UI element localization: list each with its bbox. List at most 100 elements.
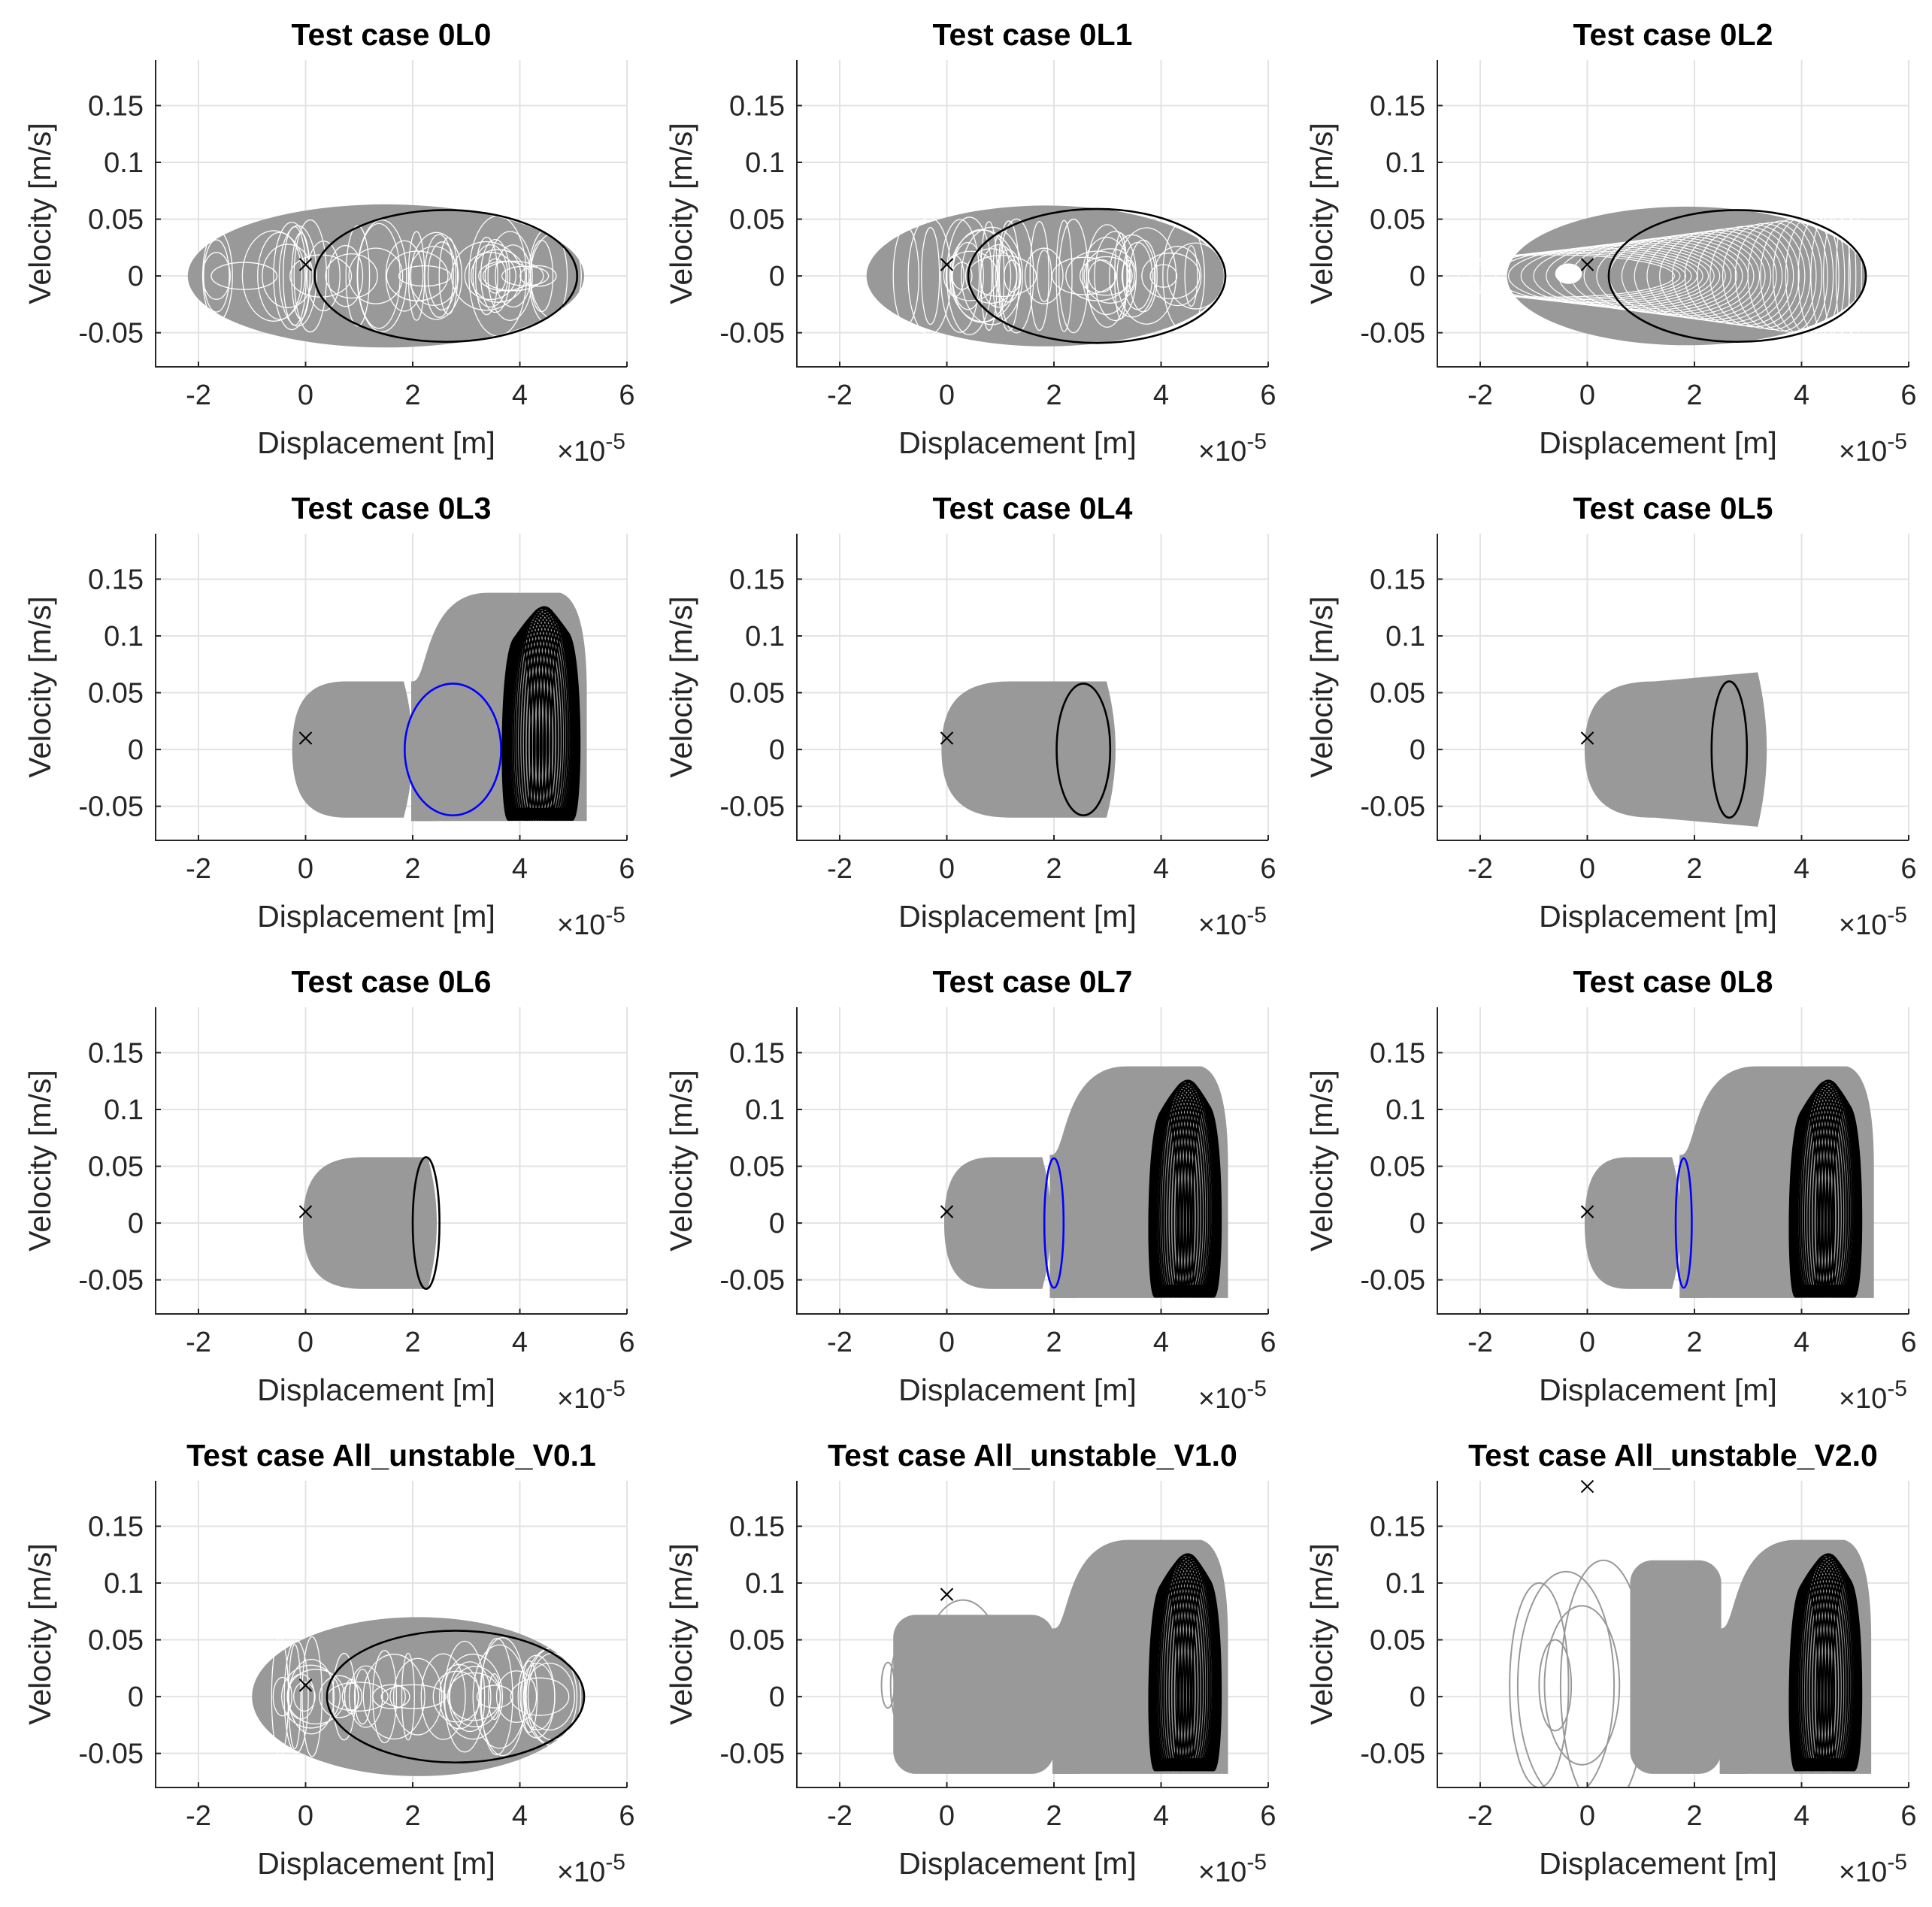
y-tick-label: 0 [769, 734, 785, 766]
y-tick-label: 0.15 [1370, 90, 1425, 122]
trajectory-gap [202, 230, 233, 322]
data-layer [252, 1617, 586, 1776]
exponent-base: ×10 [557, 436, 605, 468]
y-tick-label: 0.1 [745, 1568, 785, 1600]
y-tick-label: 0.1 [1385, 1568, 1425, 1600]
trajectory-gap [278, 225, 317, 327]
x-tick-label: 2 [1686, 1327, 1702, 1358]
initial-condition-marker [1580, 1479, 1594, 1494]
transient-loop [1543, 1605, 1621, 1766]
y-tick-label: -0.05 [78, 1265, 144, 1297]
exponent-base: ×10 [1198, 1383, 1246, 1415]
exponent-power: -5 [1246, 903, 1267, 928]
trajectory-gap [1116, 227, 1177, 325]
trajectory-gap [1835, 210, 1857, 341]
x-axis-exponent: ×10-5 [1198, 1850, 1267, 1888]
y-tick-label: 0.1 [104, 1094, 144, 1126]
trajectory-gap [1004, 259, 1022, 292]
trajectory-gap [1533, 243, 1721, 309]
black-orbit [1607, 209, 1867, 344]
trajectory-gap [438, 237, 459, 315]
subplot-0: -2 0 2 4 6 -0.05 0 0.05 0.1 0.15 Test case 0L0 Disp… [23, 17, 635, 468]
y-tick-label: 0.05 [88, 204, 144, 236]
data-layer [187, 204, 584, 348]
y-tick-label: 0 [128, 1208, 144, 1240]
trajectory-gap [451, 241, 522, 311]
x-tick-label: 2 [404, 853, 420, 885]
subplot-7: -2 0 2 4 6 -0.05 0 0.05 0.1 0.15 Test case 0L7 Disp… [664, 964, 1276, 1415]
y-tick-label: 0.15 [88, 564, 144, 595]
x-axis-exponent: ×10-5 [1198, 1376, 1267, 1415]
y-tick-label: 0 [128, 261, 144, 292]
x-tick-label: 6 [1260, 853, 1276, 885]
trajectory-gap [398, 265, 452, 287]
y-tick-label: 0.05 [88, 1625, 144, 1657]
trajectory-band-join [1679, 1155, 1706, 1298]
x-tick-label: 2 [1046, 1327, 1061, 1358]
trajectory-band [1507, 206, 1866, 346]
trajectory-gap [1184, 245, 1198, 307]
trajectory-gap [998, 220, 1020, 331]
x-axis-exponent: ×10-5 [557, 903, 625, 941]
y-tick-label: -0.05 [78, 1739, 144, 1770]
x-tick-label: 6 [619, 853, 634, 885]
trajectory-gap [1058, 218, 1089, 334]
exponent-base: ×10 [1839, 1383, 1887, 1415]
transient-loop [880, 1661, 895, 1709]
trajectory-gap [281, 1664, 341, 1729]
trajectory-gap [257, 232, 303, 320]
x-tick-label: 2 [1046, 853, 1061, 885]
x-tick-label: 4 [1794, 853, 1809, 885]
subplot-10: -2 0 2 4 6 -0.05 0 0.05 0.1 0.15 Test case All_uns… [664, 1438, 1276, 1888]
x-tick-label: 4 [1794, 1800, 1809, 1832]
exponent-base: ×10 [1839, 436, 1887, 468]
y-tick-label: 0.1 [745, 1094, 785, 1126]
x-tick-label: 0 [1579, 380, 1595, 411]
x-tick-label: 0 [1579, 1327, 1595, 1358]
y-tick-label: 0.05 [729, 678, 785, 710]
initial-condition-marker [1580, 1205, 1594, 1218]
trajectory-gap [444, 1640, 486, 1753]
data-layer [941, 681, 1116, 818]
trajectory-gap [1634, 232, 1766, 319]
x-tick-label: 4 [1153, 1327, 1169, 1358]
exponent-power: -5 [1887, 429, 1907, 454]
exponent-power: -5 [605, 1376, 625, 1401]
black-orbit [411, 1156, 441, 1291]
transient-loop [1516, 1570, 1616, 1787]
y-tick-label: 0.15 [1370, 564, 1425, 595]
subplot-title: Test case 0L2 [1573, 17, 1773, 52]
chaotic-attractor [1148, 1079, 1222, 1298]
trajectory-gap [484, 258, 507, 294]
data-layer [1437, 206, 1867, 346]
y-tick-label: -0.05 [1360, 792, 1425, 823]
trajectory-gap [495, 1670, 538, 1724]
trajectory-gap [262, 244, 313, 308]
trajectory-gap [945, 255, 964, 298]
y-axis-label: Velocity [m/s] [664, 1543, 698, 1725]
x-tick-label: 0 [298, 1800, 313, 1832]
y-tick-label: 0.15 [729, 1037, 785, 1069]
x-tick-label: 2 [404, 1800, 420, 1832]
subplot-2: -2 0 2 4 6 -0.05 0 0.05 0.1 0.15 Test case 0L2 Disp… [1304, 17, 1917, 468]
y-tick-label: 0.05 [1370, 678, 1425, 710]
y-tick-label: 0.15 [88, 1037, 144, 1069]
trajectory-gap [892, 226, 919, 325]
blue-orbit [1043, 1157, 1065, 1289]
trajectory-gap [448, 1661, 492, 1733]
trajectory-gap [389, 1685, 406, 1709]
x-tick-label: 4 [512, 1800, 528, 1832]
y-tick-label: 0.1 [104, 1568, 144, 1600]
trajectory-band [1584, 672, 1767, 827]
x-tick-label: -2 [827, 380, 852, 411]
trajectory-gap [487, 231, 533, 321]
y-axis-label: Velocity [m/s] [23, 1070, 57, 1252]
trajectory-gap [479, 1636, 526, 1757]
trajectory-band [1630, 1560, 1722, 1774]
exponent-power: -5 [1246, 1850, 1267, 1875]
x-axis-label: Displacement [m] [257, 1373, 495, 1407]
x-tick-label: -2 [1467, 1800, 1493, 1832]
trajectory-gap [443, 1653, 504, 1740]
y-axis-label: Velocity [m/s] [1304, 1070, 1339, 1252]
initial-condition-marker [298, 1205, 313, 1218]
